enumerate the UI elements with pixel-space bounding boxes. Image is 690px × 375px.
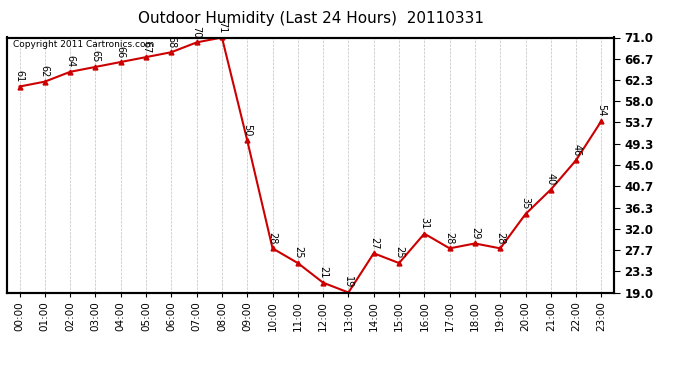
Text: 67: 67 <box>141 40 151 53</box>
Text: 28: 28 <box>495 232 505 244</box>
Text: 68: 68 <box>166 36 177 48</box>
Text: 35: 35 <box>520 198 531 210</box>
Text: 28: 28 <box>444 232 455 244</box>
Text: 62: 62 <box>40 65 50 78</box>
Text: 64: 64 <box>65 56 75 68</box>
Text: 25: 25 <box>293 246 303 259</box>
Text: Copyright 2011 Cartronics.com: Copyright 2011 Cartronics.com <box>13 40 155 49</box>
Text: 70: 70 <box>192 26 201 38</box>
Text: 31: 31 <box>420 217 429 229</box>
Text: 50: 50 <box>242 124 253 136</box>
Text: 54: 54 <box>596 104 607 117</box>
Text: 65: 65 <box>90 50 101 63</box>
Text: 19: 19 <box>344 276 353 288</box>
Text: 46: 46 <box>571 144 581 156</box>
Text: 61: 61 <box>14 70 25 82</box>
Text: 71: 71 <box>217 21 227 33</box>
Text: Outdoor Humidity (Last 24 Hours)  20110331: Outdoor Humidity (Last 24 Hours) 2011033… <box>137 11 484 26</box>
Text: 66: 66 <box>116 46 126 58</box>
Text: 21: 21 <box>318 266 328 279</box>
Text: 28: 28 <box>268 232 277 244</box>
Text: 27: 27 <box>368 237 379 249</box>
Text: 25: 25 <box>394 246 404 259</box>
Text: 40: 40 <box>546 173 556 185</box>
Text: 29: 29 <box>470 227 480 239</box>
